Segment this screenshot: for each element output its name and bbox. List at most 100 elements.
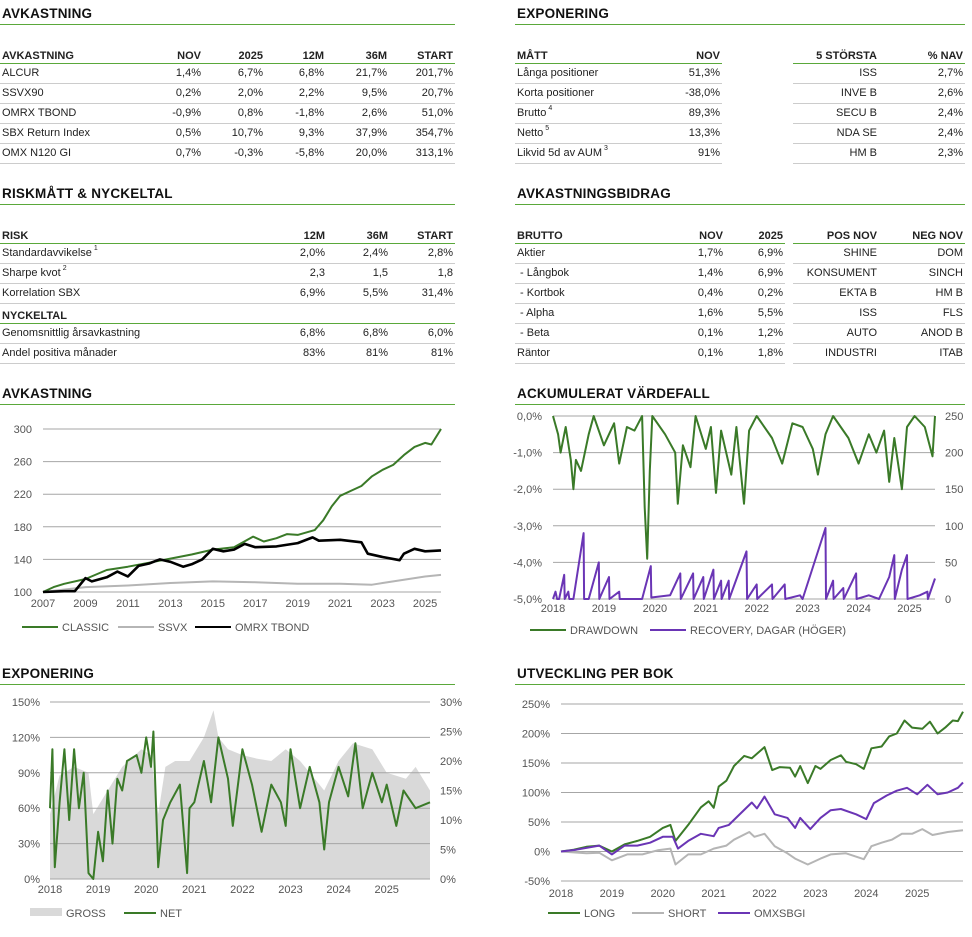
table-cell: 354,7% [389,123,455,144]
table-cell: 1,4% [150,63,203,84]
table-row: SBX Return Index 0,5% 10,7% 9,3% 37,9% 354,7% [0,123,455,144]
y-tick-label: 0% [534,847,550,859]
row-label: - Beta [515,323,665,344]
table-cell: SINCH [879,263,965,284]
table-cell: 5,5% [327,283,390,304]
x-tick-label: 2021 [701,888,725,900]
table-cell: ANOD B [879,323,965,344]
x-tick-label: 2023 [795,603,819,615]
x-tick-label: 2021 [182,884,206,896]
column-header: NOV [665,225,725,244]
table-cell: ISS [793,303,879,324]
returns-chart: 100 140 180 220 260 300 2007 2009 2011 2013 2015 20… [14,424,442,634]
table-cell: 313,1% [389,143,455,164]
series-omrx-tbond-line [42,536,442,594]
table-cell: 1,8 [390,263,455,284]
y-tick-label: 300 [14,424,32,436]
y2-tick-label: 15% [440,786,462,798]
table-cell: 6,0% [390,323,455,344]
table-row: EKTA B HM B [793,283,965,304]
x-tick-label: 2018 [38,884,62,896]
row-label: SBX Return Index [0,123,150,144]
table-cell: 2,0% [203,83,265,104]
table-cell: DOM [879,243,965,264]
row-label: Långa positioner [515,63,662,84]
table-cell: 1,8% [725,343,785,364]
section-title-drawdown-chart: ACKUMULERAT VÄRDEFALL [515,382,965,405]
row-label: Sharpe kvot 2 [0,263,266,284]
row-label-text: Netto [517,127,544,139]
legend-label: NET [160,908,182,920]
table-cell: 6,9% [266,283,327,304]
x-tick-label: 2015 [201,598,225,610]
column-header: POS NOV [793,225,879,244]
row-label: Korrelation SBX [0,283,266,304]
table-cell: 6,8% [327,323,390,344]
column-header: 2025 [725,225,785,244]
x-tick-label: 2021 [694,603,718,615]
x-tick-label: 2009 [73,598,97,610]
footnote-marker: 4 [548,105,553,112]
table-cell: SHINE [793,243,879,264]
legend-label: RECOVERY, DAGAR (HÖGER) [690,625,846,637]
table-cell: 6,8% [266,323,327,344]
y-tick-label: 220 [14,489,32,501]
table-cell: 21,7% [326,63,389,84]
drawdown-chart: -5,0% -4,0% -3,0% -2,0% -1,0% 0,0% 0 50 100 150 20… [513,411,963,637]
gridlines [43,428,441,593]
row-label: OMX N120 GI [0,143,150,164]
table-cell: 51,0% [389,103,455,124]
row-label: Andel positiva månader [0,343,266,364]
row-label: SSVX90 [0,83,150,104]
series-long-line [560,711,964,853]
section-title-contribution: AVKASTNINGSBIDRAG [515,182,965,205]
table-cell: -38,0% [661,83,722,104]
y-tick-label: 50% [528,817,550,829]
table-cell: 2,6% [879,83,965,104]
row-label: Likvid 5d av AUM 3 [515,143,662,164]
x-tick-label: 2024 [846,603,870,615]
top-holdings-table: 5 STÖRSTA% NAV ISS 2,7% INVE B 2,6% SECU B 2,4… [793,45,965,164]
table-cell: 2,2% [265,83,326,104]
footnote-marker: 3 [603,145,608,152]
row-label: Netto 5 [515,123,662,144]
y2-tick-label: 10% [440,815,462,827]
table-row: Räntor 0,1% 1,8% [515,343,785,364]
x-tick-label: 2019 [600,888,624,900]
table-cell: -0,3% [203,143,265,164]
y-tick-label: 250% [522,699,550,711]
y2-tick-label: 30% [440,697,462,709]
y-tick-label: 90% [18,768,40,780]
x-tick-label: 2019 [285,598,309,610]
table-row: - Långbok 1,4% 6,9% [515,263,785,284]
section-title-exposure-chart: EXPONERING [0,662,455,685]
table-row: Andel positiva månader 83% 81% 81% [0,343,455,364]
table-row: Korta positioner -38,0% [515,83,722,104]
table-cell: INDUSTRI [793,343,879,364]
y-tick-label: -3,0% [513,521,542,533]
series-classic-line [42,428,442,593]
column-header: NEG NOV [879,225,965,244]
section-title-books-chart: UTVECKLING PER BOK [515,662,965,685]
x-tick-label: 2021 [328,598,352,610]
table-header-row: RISK 12M 36M START [0,225,455,244]
table-cell: 1,5 [327,263,390,284]
table-cell: 0,4% [665,283,725,304]
x-tick-label: 2025 [905,888,929,900]
section-title-returns: AVKASTNING [0,2,455,25]
footnote-marker: 2 [62,265,67,272]
table-row: SSVX90 0,2% 2,0% 2,2% 9,5% 20,7% [0,83,455,104]
table-row: KONSUMENT SINCH [793,263,965,284]
table-cell: 0,5% [150,123,203,144]
y-tick-label: -1,0% [513,448,542,460]
table-cell: ISS [793,63,879,84]
legend-label: GROSS [66,908,106,920]
x-tick-label: 2019 [592,603,616,615]
pos-neg-table: POS NOV NEG NOV SHINE DOM KONSUMENT SINCH EKTA… [793,225,965,364]
table-row: SECU B 2,4% [793,103,965,124]
risk-table: RISK 12M 36M START Standardavvikelse 1 2,0% 2,4… [0,225,455,364]
legend-label: CLASSIC [62,622,109,634]
x-tick-label: 2018 [541,603,565,615]
table-cell: 51,3% [661,63,722,84]
x-tick-label: 2022 [744,603,768,615]
